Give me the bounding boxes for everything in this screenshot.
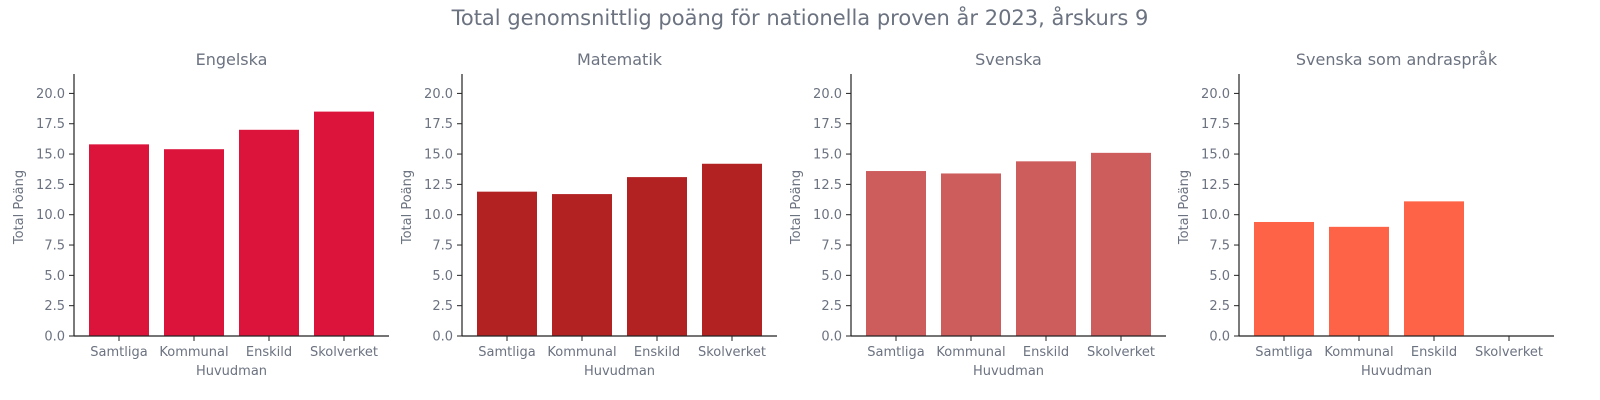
y-tick-label: 17.5 [1201, 117, 1230, 132]
y-axis-label: Total Poäng [1177, 170, 1192, 245]
x-tick-label: Samtliga [867, 345, 924, 360]
x-tick-label: Samtliga [1255, 345, 1312, 360]
y-tick-label: 10.0 [813, 208, 842, 223]
x-tick-label: Skolverket [1475, 345, 1543, 360]
bar-skolverket [314, 111, 374, 336]
y-tick-label: 20.0 [813, 87, 842, 102]
y-tick-label: 15.0 [1201, 148, 1230, 163]
x-tick-label: Enskild [1023, 345, 1069, 360]
x-tick-label: Skolverket [310, 345, 378, 360]
y-tick-label: 20.0 [36, 87, 65, 102]
x-tick-label: Enskild [1411, 345, 1457, 360]
panel-4: Svenska som andraspråk 0.0 2.5 5.0 7.5 10.0 12… [1177, 50, 1554, 379]
y-tick-label: 15.0 [813, 148, 842, 163]
y-tick-label: 12.5 [1201, 178, 1230, 193]
panel-title: Svenska som andraspråk [1296, 50, 1498, 69]
x-tick-label: Kommunal [159, 345, 228, 360]
y-tick-label: 2.5 [432, 299, 453, 314]
y-tick-label: 5.0 [432, 269, 453, 284]
x-tick-label: Kommunal [547, 345, 616, 360]
x-axis-label: Huvudman [973, 364, 1044, 379]
panel-3: Svenska 0.0 2.5 5.0 7.5 10.0 12.5 15.0 17.5 20.0 S… [789, 50, 1166, 379]
x-tick-label: Enskild [634, 345, 680, 360]
x-axis-label: Huvudman [584, 364, 655, 379]
panel-title: Svenska [975, 50, 1042, 69]
y-tick-label: 7.5 [821, 239, 842, 254]
bar-samtliga [866, 171, 926, 336]
y-tick-label: 12.5 [424, 178, 453, 193]
y-tick-label: 5.0 [44, 269, 65, 284]
y-tick-label: 2.5 [1209, 299, 1230, 314]
panel-1: Engelska 0.0 2.5 5.0 7.5 10.0 12.5 15.0 17.5 20.0… [12, 50, 389, 379]
x-tick-label: Skolverket [698, 345, 766, 360]
y-tick-label: 2.5 [44, 299, 65, 314]
x-tick-label: Samtliga [90, 345, 147, 360]
bar-skolverket [702, 163, 762, 336]
bar-kommunal [941, 173, 1001, 336]
y-axis-label: Total Poäng [12, 170, 27, 245]
panel-title: Matematik [577, 50, 663, 69]
bar-kommunal [552, 194, 612, 336]
bar-samtliga [1254, 221, 1314, 336]
y-tick-label: 0.0 [432, 330, 453, 345]
y-tick-label: 10.0 [1201, 208, 1230, 223]
x-tick-label: Enskild [246, 345, 292, 360]
bar-enskild [1404, 201, 1464, 336]
x-tick-label: Kommunal [1324, 345, 1393, 360]
y-tick-label: 10.0 [424, 208, 453, 223]
y-tick-label: 5.0 [1209, 269, 1230, 284]
y-tick-label: 7.5 [432, 239, 453, 254]
panel-title: Engelska [196, 50, 268, 69]
bar-kommunal [1329, 226, 1389, 336]
bar-samtliga [89, 144, 149, 336]
bar-samtliga [477, 191, 537, 336]
y-tick-label: 10.0 [36, 208, 65, 223]
y-tick-label: 12.5 [813, 178, 842, 193]
panel-2: Matematik 0.0 2.5 5.0 7.5 10.0 12.5 15.0 17.5 20.… [400, 50, 777, 379]
x-axis-label: Huvudman [196, 364, 267, 379]
y-tick-label: 17.5 [424, 117, 453, 132]
x-tick-label: Samtliga [478, 345, 535, 360]
bar-enskild [1016, 161, 1076, 336]
bar-enskild [627, 177, 687, 336]
y-tick-label: 17.5 [36, 117, 65, 132]
bar-enskild [239, 129, 299, 336]
y-tick-label: 7.5 [1209, 239, 1230, 254]
y-tick-label: 0.0 [1209, 330, 1230, 345]
bar-kommunal [164, 149, 224, 336]
y-axis-label: Total Poäng [789, 170, 804, 245]
bar-skolverket [1091, 152, 1151, 336]
x-tick-label: Skolverket [1087, 345, 1155, 360]
y-tick-label: 5.0 [821, 269, 842, 284]
x-axis-label: Huvudman [1361, 364, 1432, 379]
x-tick-label: Kommunal [936, 345, 1005, 360]
y-tick-label: 17.5 [813, 117, 842, 132]
y-tick-label: 12.5 [36, 178, 65, 193]
y-tick-label: 15.0 [36, 148, 65, 163]
y-tick-label: 2.5 [821, 299, 842, 314]
y-tick-label: 7.5 [44, 239, 65, 254]
y-tick-label: 20.0 [424, 87, 453, 102]
y-tick-label: 0.0 [821, 330, 842, 345]
y-tick-label: 0.0 [44, 330, 65, 345]
y-axis-label: Total Poäng [400, 170, 415, 245]
y-tick-label: 20.0 [1201, 87, 1230, 102]
y-tick-label: 15.0 [424, 148, 453, 163]
figure-title: Total genomsnittlig poäng för nationella… [451, 6, 1149, 30]
